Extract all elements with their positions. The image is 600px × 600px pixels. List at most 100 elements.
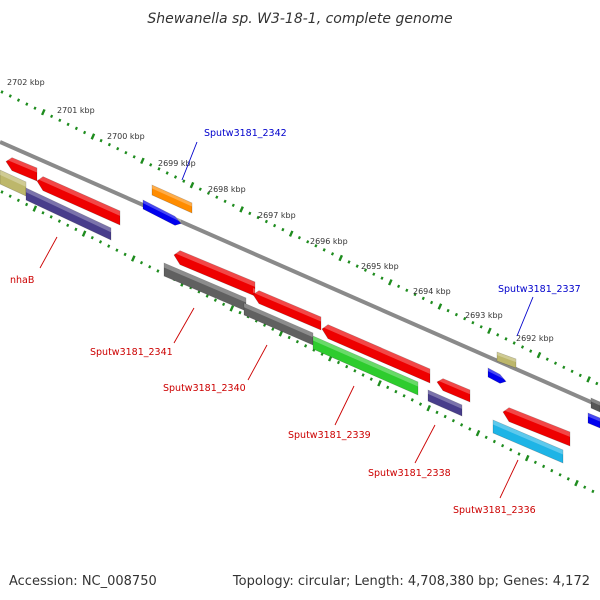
major-tick [278, 330, 284, 337]
outer-tick-track [0, 90, 599, 386]
minor-tick [49, 215, 53, 219]
gene-feature-blue-edge[interactable] [587, 412, 600, 429]
minor-tick [57, 219, 61, 223]
gene-label[interactable]: Sputw3181_2341 [90, 347, 173, 358]
gene-feature-red-2339-highlight [322, 322, 430, 374]
major-tick [40, 108, 46, 116]
minor-tick [492, 439, 496, 444]
minor-tick [173, 175, 178, 179]
minor-tick [529, 349, 533, 353]
minor-tick [542, 464, 546, 469]
minor-tick [430, 300, 434, 305]
minor-tick [421, 296, 425, 301]
leader-line [414, 424, 436, 464]
tick-label: 2700 kbp [107, 132, 145, 141]
major-tick [130, 255, 136, 262]
minor-tick [139, 260, 144, 265]
minor-tick [372, 272, 376, 276]
gene-feature-red-nhaB-highlight [37, 174, 120, 216]
minor-tick [479, 325, 483, 329]
minor-tick [517, 452, 521, 456]
gene-feature-purple-1[interactable] [25, 187, 112, 241]
minor-tick [578, 373, 582, 378]
minor-tick [16, 98, 21, 102]
minor-tick [363, 268, 368, 272]
minor-tick [271, 327, 275, 331]
gene-labels: Sputw3181_2342 Sputw3181_2337 nhaB Sputw318… [10, 128, 581, 516]
leader-line [247, 344, 268, 381]
major-tick [487, 327, 492, 335]
major-tick [32, 205, 38, 212]
gene-label[interactable]: Sputw3181_2337 [498, 284, 581, 295]
minor-tick [306, 240, 310, 244]
gene-feature-green-2339-highlight [313, 336, 418, 387]
gene-feature-red-2336-highlight [503, 405, 570, 437]
minor-tick [451, 418, 455, 423]
gene-feature-blue-small[interactable] [487, 367, 507, 384]
minor-tick [157, 167, 161, 171]
minor-tick [402, 394, 406, 398]
minor-tick [123, 252, 127, 257]
gene-label[interactable]: Sputw3181_2340 [163, 383, 246, 394]
gene-feature-blue-arrow-body [142, 199, 182, 226]
gene-feature-blue-edge-highlight [588, 413, 600, 422]
gene-feature-khaki-small[interactable] [496, 351, 517, 369]
minor-tick [295, 339, 299, 344]
gene-feature-orange[interactable] [151, 184, 193, 214]
minor-tick [74, 126, 78, 131]
gene-feature-red-nhaB[interactable] [36, 174, 121, 226]
minor-tick [550, 468, 554, 473]
gene-feature-red-2339[interactable] [321, 322, 431, 384]
minor-tick [435, 410, 439, 415]
gene-feature-grey-2341-highlight [164, 263, 246, 303]
gene-feature-red-1[interactable] [5, 155, 38, 182]
tick-label: 2701 kbp [57, 106, 95, 115]
minor-tick [165, 171, 169, 175]
gene-label[interactable]: Sputw3181_2338 [368, 468, 451, 479]
gene-feature-grey-edge[interactable] [590, 397, 600, 413]
gene-label[interactable]: Sputw3181_2339 [288, 430, 371, 441]
tick-label: 2696 kbp [310, 237, 348, 246]
minor-tick [562, 365, 566, 370]
gene-feature-red-2338-highlight [437, 376, 470, 395]
gene-feature-purple-2338-highlight [428, 390, 462, 409]
gene-feature-green-2339-body [312, 335, 419, 396]
gene-feature-green-2339[interactable] [312, 335, 419, 396]
minor-tick [248, 211, 252, 216]
major-tick [437, 303, 443, 310]
minor-tick [107, 142, 111, 147]
leader-line [516, 296, 534, 337]
gene-label[interactable]: nhaB [10, 275, 34, 286]
gene-feature-red-2336[interactable] [502, 405, 571, 447]
minor-tick [369, 377, 373, 381]
gene-feature-red-2341[interactable] [173, 248, 256, 297]
minor-tick [0, 190, 4, 194]
gene-feature-red-2341-body [173, 250, 256, 297]
tick-label: 2702 kbp [7, 78, 45, 87]
gene-feature-orange-body [151, 184, 193, 214]
minor-tick [83, 130, 87, 135]
gene-features [0, 155, 600, 464]
minor-tick [320, 352, 324, 356]
gene-feature-red-2340[interactable] [252, 288, 322, 331]
major-tick [377, 380, 382, 387]
gene-label[interactable]: Sputw3181_2342 [204, 128, 287, 139]
gene-feature-grey-2340-highlight [244, 303, 313, 338]
leader-line [499, 459, 519, 499]
gene-feature-cyan-2336[interactable] [492, 419, 564, 464]
major-tick [338, 254, 344, 262]
tick-label: 2698 kbp [208, 185, 246, 194]
minor-tick [591, 489, 595, 494]
gene-feature-blue-arrow[interactable] [142, 199, 182, 226]
minor-tick [397, 284, 401, 289]
leader-line [334, 385, 355, 426]
minor-tick [115, 248, 119, 252]
minor-tick [583, 485, 587, 489]
minor-tick [0, 90, 4, 94]
major-tick [239, 206, 244, 213]
gene-label[interactable]: Sputw3181_2336 [453, 505, 536, 516]
minor-tick [345, 364, 349, 369]
gene-feature-red-2338[interactable] [436, 376, 471, 403]
gene-feature-purple-2338[interactable] [427, 389, 463, 417]
gene-feature-red-1-highlight [6, 155, 37, 173]
